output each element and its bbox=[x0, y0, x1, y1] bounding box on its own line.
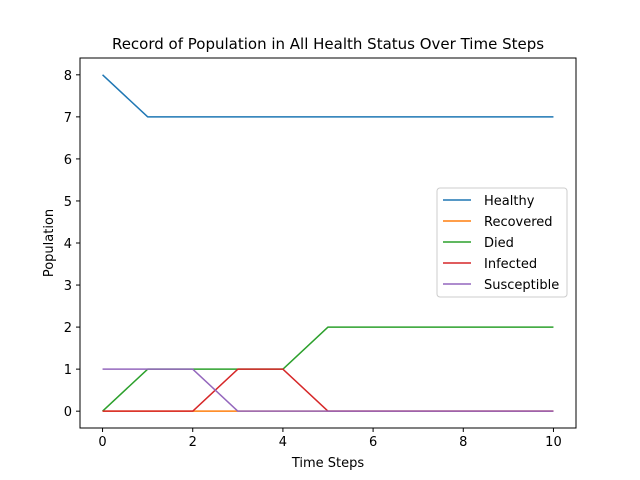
plot-frame bbox=[79, 57, 577, 429]
series-line-susceptible bbox=[102, 368, 554, 412]
x-tick-label: 8 bbox=[459, 435, 467, 450]
y-axis-label: Population bbox=[42, 209, 57, 277]
series-group bbox=[102, 74, 554, 412]
x-tick-label: 0 bbox=[98, 435, 106, 450]
y-tick-label: 2 bbox=[64, 321, 72, 336]
series-line-healthy bbox=[102, 74, 554, 118]
legend-label-susceptible: Susceptible bbox=[484, 278, 559, 293]
y-tick-label: 0 bbox=[64, 405, 72, 420]
chart-title: Record of Population in All Health Statu… bbox=[112, 35, 544, 53]
legend-label-died: Died bbox=[484, 236, 514, 251]
x-tick-label: 6 bbox=[369, 435, 377, 450]
legend: Healthy Recovered Died Infected Susceptible bbox=[436, 187, 568, 298]
y-axis-ticks: 0 1 2 3 4 5 6 7 8 bbox=[64, 69, 80, 420]
y-tick-label: 3 bbox=[64, 279, 72, 294]
y-tick-label: 7 bbox=[64, 111, 72, 126]
y-tick-label: 4 bbox=[64, 237, 72, 252]
legend-label-healthy: Healthy bbox=[484, 194, 535, 209]
x-tick-label: 4 bbox=[279, 435, 287, 450]
y-tick-label: 1 bbox=[64, 363, 72, 378]
x-axis-label: Time Steps bbox=[291, 456, 365, 471]
legend-box bbox=[436, 187, 568, 298]
y-tick-label: 6 bbox=[64, 153, 72, 168]
x-axis-ticks: 0 2 4 6 8 10 bbox=[98, 428, 562, 450]
legend-label-infected: Infected bbox=[484, 257, 537, 272]
x-tick-label: 2 bbox=[189, 435, 197, 450]
x-tick-label: 10 bbox=[545, 435, 562, 450]
series-line-infected bbox=[102, 368, 554, 412]
legend-label-recovered: Recovered bbox=[484, 215, 553, 230]
y-tick-label: 5 bbox=[64, 195, 72, 210]
y-tick-label: 8 bbox=[64, 69, 72, 84]
